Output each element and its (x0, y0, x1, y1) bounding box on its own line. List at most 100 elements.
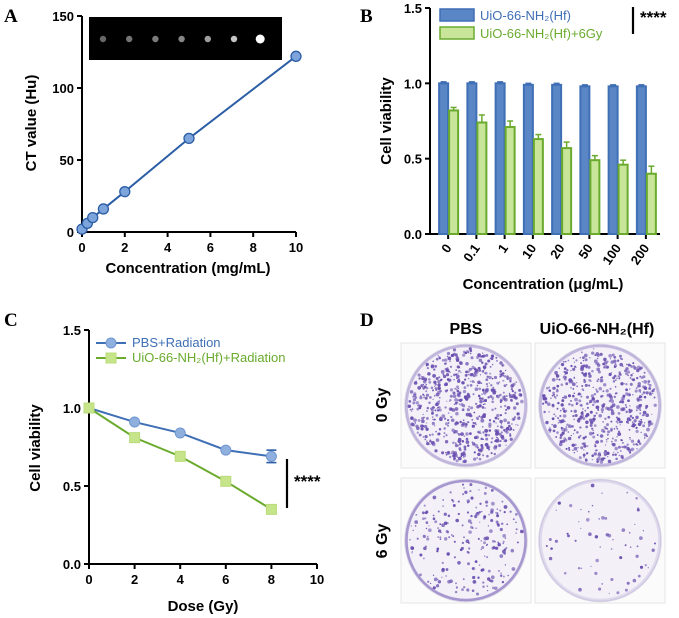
colony (476, 512, 479, 514)
colony (495, 356, 498, 359)
colony (489, 579, 492, 582)
panel-c-xlabel: Dose (Gy) (168, 598, 239, 615)
colony (422, 413, 424, 416)
colony (432, 574, 435, 576)
colony (585, 364, 589, 368)
colony (492, 386, 495, 389)
colony (502, 395, 506, 400)
colony (569, 379, 574, 384)
colony (618, 454, 621, 457)
colony (628, 428, 631, 431)
colony (596, 367, 601, 372)
colony (499, 398, 503, 402)
colony (458, 378, 460, 381)
colony (513, 406, 517, 410)
colony (480, 437, 483, 441)
colony (502, 542, 505, 545)
colony (545, 386, 549, 390)
panel-b-bar (645, 172, 657, 236)
colony (471, 365, 475, 369)
colony (474, 370, 479, 374)
colony (487, 433, 491, 437)
panel-b-xtick-label: 200 (628, 241, 653, 267)
colony (432, 398, 434, 401)
colony (475, 513, 478, 516)
colony (490, 452, 493, 455)
colony (635, 409, 638, 412)
colony (576, 450, 578, 452)
colony (632, 394, 634, 396)
colony (476, 592, 479, 596)
colony (635, 376, 639, 380)
colony (571, 394, 575, 398)
colony (462, 404, 466, 408)
colony (491, 377, 494, 380)
colony (611, 353, 615, 357)
colony (425, 427, 429, 431)
colony (499, 370, 502, 373)
colony (584, 358, 588, 362)
colony (463, 536, 465, 539)
panel-a-xtick-label: 6 (207, 240, 214, 255)
colony (603, 457, 605, 459)
ct-phantom-spot (204, 35, 211, 43)
colony (598, 518, 601, 520)
panel-b-bar (589, 159, 601, 236)
colony (462, 409, 465, 411)
colony (629, 382, 633, 386)
colony (449, 394, 453, 398)
colony (501, 364, 504, 367)
colony (630, 439, 635, 443)
colony (461, 541, 465, 545)
panel-c-xtick-label: 2 (131, 572, 138, 587)
colony (435, 357, 439, 361)
panel-a-axes (81, 16, 296, 233)
colony (559, 433, 563, 437)
colony (573, 361, 576, 363)
colony (559, 414, 562, 418)
panel-b-xtick-label: 0.1 (460, 241, 483, 264)
colony (467, 373, 470, 376)
colony (480, 540, 482, 542)
colony (423, 416, 425, 419)
colony (599, 434, 604, 438)
colony (493, 375, 498, 380)
colony (551, 394, 554, 397)
colony (652, 392, 654, 394)
colony (477, 452, 481, 457)
colony (480, 418, 485, 423)
colony (482, 391, 487, 395)
colony (571, 443, 575, 447)
colony (585, 420, 589, 425)
colony (432, 406, 435, 409)
colony (619, 362, 623, 367)
panel-c-ytick-label: 1.0 (63, 401, 81, 416)
colony (463, 435, 466, 437)
colony (596, 362, 600, 366)
colony (597, 370, 601, 374)
colony (507, 574, 510, 577)
colony (557, 401, 560, 405)
colony (411, 410, 413, 412)
colony (585, 517, 590, 522)
colony (578, 399, 582, 403)
colony (564, 373, 566, 376)
colony (554, 370, 558, 375)
colony (635, 426, 638, 430)
colony (420, 405, 422, 408)
colony (466, 349, 469, 353)
colony (453, 556, 457, 559)
colony (592, 435, 596, 439)
colony (418, 433, 422, 437)
colony (617, 418, 620, 421)
panel-a-ytick-label: 100 (52, 81, 74, 96)
colony (547, 402, 551, 406)
colony (436, 549, 439, 552)
colony (587, 372, 591, 375)
colony (548, 538, 552, 541)
colony (575, 366, 577, 368)
colony (635, 387, 638, 390)
colony (419, 573, 422, 577)
colony (555, 389, 559, 393)
colony (591, 504, 594, 507)
